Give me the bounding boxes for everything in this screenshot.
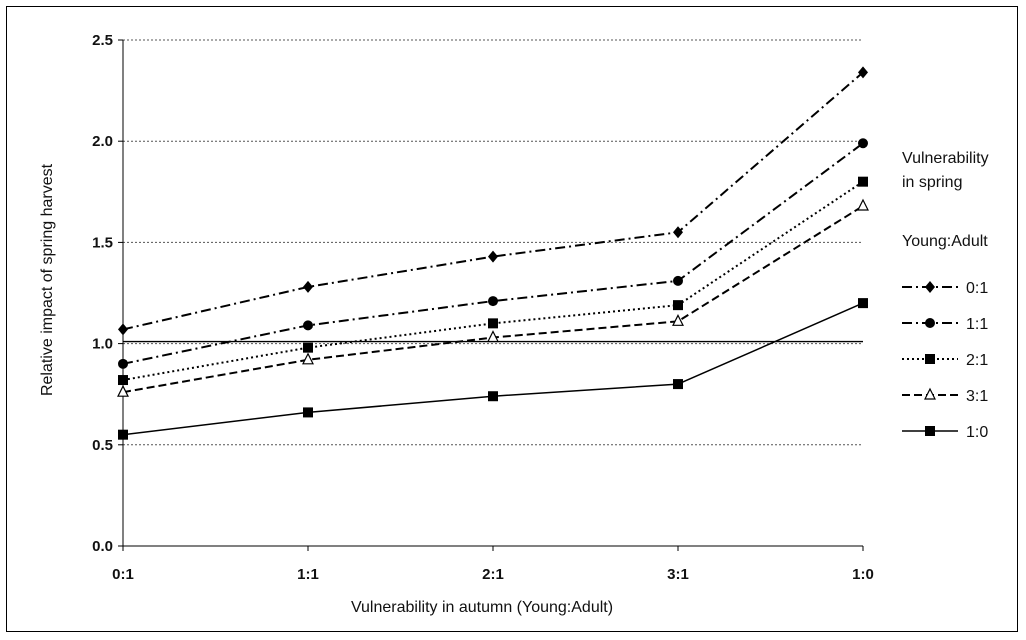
legend-label: 2:1 (966, 352, 988, 369)
square-marker (118, 429, 128, 440)
triangle-marker (857, 198, 869, 211)
square-marker (858, 176, 868, 187)
grid-layer (123, 39, 863, 446)
diamond-marker (673, 226, 683, 239)
circle-marker (858, 138, 868, 149)
square-marker (673, 300, 683, 311)
y-tick-label: 1.0 (92, 336, 113, 353)
diamond-marker (488, 250, 498, 263)
y-tick-label: 2.0 (92, 133, 113, 150)
circle-marker (925, 318, 935, 328)
square-marker (925, 426, 935, 436)
triangle-marker (672, 313, 684, 326)
square-marker (303, 342, 313, 353)
y-tick-label: 0.5 (92, 437, 113, 454)
y-tick-label: 1.5 (92, 234, 113, 251)
y-tick-label: 2.5 (92, 32, 113, 49)
legend-label: 1:0 (966, 424, 988, 441)
square-marker (925, 354, 935, 364)
triangle-marker (117, 384, 129, 397)
legend-label: 3:1 (966, 388, 988, 405)
square-marker (488, 391, 498, 402)
x-axis-title: Vulnerability in autumn (Young:Adult) (351, 599, 613, 616)
circle-marker (673, 275, 683, 286)
x-tick-label: 0:1 (112, 566, 134, 583)
diamond-marker (303, 280, 313, 293)
x-tick-label: 1:1 (297, 566, 319, 583)
chart-frame (6, 6, 1018, 632)
triangle-marker (487, 330, 499, 343)
legend: Vulnerability in spring Young:Adult 0:1 1… (902, 150, 989, 441)
square-marker (673, 379, 683, 390)
circle-marker (488, 296, 498, 307)
square-marker (303, 407, 313, 418)
diamond-marker (858, 66, 868, 79)
series-layer (117, 66, 869, 440)
legend-label: 0:1 (966, 280, 988, 297)
circle-marker (303, 320, 313, 331)
series-1-0 (118, 298, 868, 440)
square-marker (858, 298, 868, 309)
series-3-1 (117, 198, 869, 397)
x-tick-label: 3:1 (667, 566, 689, 583)
y-axis-title: Relative impact of spring harvest (39, 163, 56, 396)
x-tick-label: 2:1 (482, 566, 504, 583)
legend-label: 1:1 (966, 316, 988, 333)
square-marker (488, 318, 498, 329)
series-1-1 (118, 138, 868, 369)
legend-title-line: Vulnerability (902, 150, 989, 167)
diamond-marker (118, 323, 128, 336)
y-tick-label: 0.0 (92, 538, 113, 555)
diamond-marker (925, 281, 935, 293)
series-2-1 (118, 176, 868, 386)
axes-layer: 0.0 0.5 1.0 1.5 2.0 2.5 0:1 1:1 2:1 3:1 1:0 (92, 32, 874, 583)
legend-title-line: in spring (902, 174, 962, 191)
legend-title-line: Young:Adult (902, 233, 988, 250)
series-line (122, 180, 864, 382)
circle-marker (118, 358, 128, 369)
x-tick-label: 1:0 (852, 566, 874, 583)
triangle-marker (302, 352, 314, 365)
square-marker (118, 375, 128, 386)
series-line (122, 71, 864, 331)
series-0-1 (118, 66, 868, 336)
triangle-marker (924, 387, 936, 400)
